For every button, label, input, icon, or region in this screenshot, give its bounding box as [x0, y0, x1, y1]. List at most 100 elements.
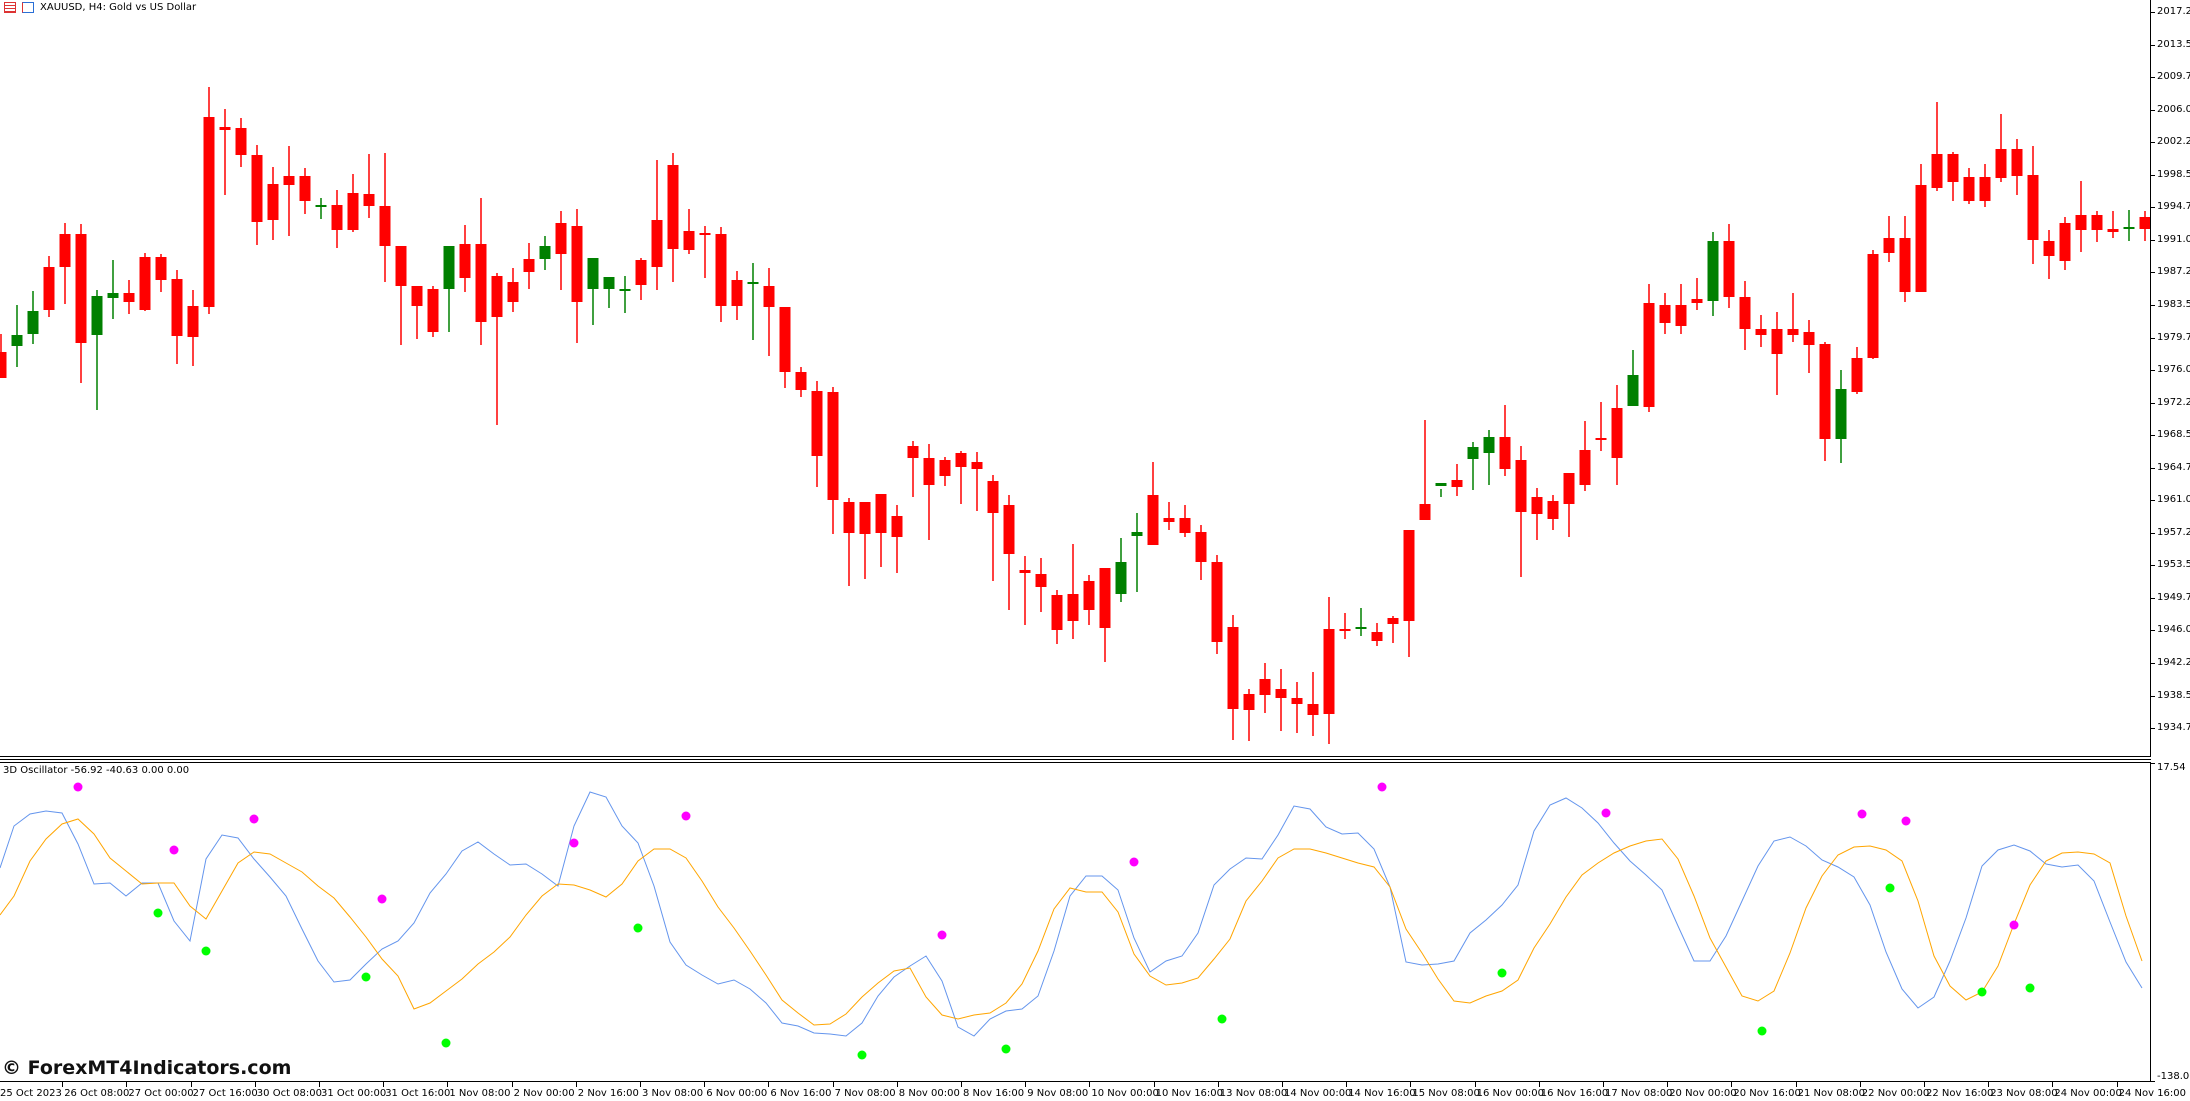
- candle: [1915, 164, 1927, 292]
- time-tick: [1474, 1082, 1476, 1087]
- candle: [603, 277, 615, 308]
- candle: [1755, 315, 1767, 347]
- buy-signal-dot: [1885, 883, 1895, 893]
- price-tick: [2151, 272, 2155, 274]
- time-label: 20 Nov 00:00: [1669, 1088, 1737, 1099]
- time-tick: [640, 1082, 641, 1087]
- price-tick: [2151, 12, 2155, 13]
- price-tick: [2151, 435, 2155, 437]
- price-label: 2017.25: [2157, 6, 2190, 17]
- candle: [299, 168, 311, 214]
- time-label: 31 Oct 00:00: [321, 1088, 387, 1099]
- candle: [283, 146, 295, 236]
- candle: [875, 494, 887, 567]
- list-icon[interactable]: [4, 2, 16, 13]
- time-tick: [1089, 1082, 1091, 1087]
- candle: [1787, 293, 1799, 342]
- time-tick: [126, 1082, 128, 1087]
- oscillator-line: [0, 791, 2143, 1037]
- candle: [1179, 505, 1191, 537]
- candle: [2139, 211, 2150, 241]
- price-tick: [2151, 77, 2155, 79]
- sell-signal-dot: [2009, 920, 2019, 930]
- candle: [1451, 464, 1463, 496]
- time-label: 8 Nov 00:00: [898, 1088, 960, 1099]
- candle: [555, 211, 567, 290]
- candle: [539, 236, 551, 270]
- price-label: 1949.75: [2157, 591, 2190, 603]
- candle: [0, 334, 7, 378]
- oscillator-pane[interactable]: [0, 762, 2151, 1082]
- price-tick: [2151, 370, 2155, 372]
- candle: [1739, 281, 1751, 350]
- candle: [1723, 224, 1735, 308]
- candle: [987, 475, 999, 581]
- sell-signal-dot: [73, 782, 83, 792]
- sell-signal-dot: [1129, 857, 1139, 867]
- time-tick: [254, 1082, 256, 1087]
- candle: [1259, 663, 1271, 713]
- buy-signal-dot: [1217, 1014, 1227, 1024]
- candle: [1307, 672, 1319, 736]
- time-label: 9 Nov 08:00: [1027, 1088, 1089, 1099]
- pane-separator[interactable]: [0, 759, 2151, 762]
- time-tick: [1025, 1082, 1027, 1087]
- candle: [571, 209, 583, 343]
- price-tick: [2151, 728, 2155, 730]
- price-tick: [2151, 500, 2155, 502]
- time-tick: [319, 1082, 320, 1087]
- candle: [43, 256, 55, 317]
- time-label: 21 Nov 08:00: [1797, 1088, 1866, 1099]
- candle: [411, 286, 423, 339]
- time-tick: [2052, 1082, 2054, 1087]
- candle: [667, 153, 679, 282]
- time-tick: [832, 1082, 834, 1087]
- buy-signal-dot: [201, 946, 211, 956]
- buy-signal-dot: [361, 972, 371, 982]
- time-tick: [575, 1082, 577, 1087]
- price-label: 2013.50: [2157, 38, 2190, 50]
- window-icon[interactable]: [22, 2, 34, 13]
- price-tick: [2151, 174, 2155, 176]
- sell-signal-dot: [1601, 808, 1611, 818]
- time-tick: [2116, 1082, 2118, 1087]
- price-label: 1979.75: [2157, 331, 2190, 343]
- candle: [139, 253, 151, 311]
- sell-signal-dot: [1857, 809, 1867, 819]
- time-tick: [62, 1082, 64, 1087]
- candle: [747, 263, 759, 340]
- price-label: 1976.00: [2157, 364, 2190, 376]
- time-tick: [1795, 1082, 1797, 1087]
- time-label: 27 Oct 16:00: [192, 1088, 258, 1099]
- time-label: 30 Oct 08:00: [256, 1088, 322, 1099]
- chart-title-bar: XAUUSD, H4: Gold vs US Dollar: [4, 2, 196, 13]
- candle: [1163, 502, 1175, 530]
- candle: [1387, 616, 1399, 643]
- candle: [1611, 385, 1623, 485]
- candle: [91, 290, 103, 410]
- candle: [1211, 555, 1223, 654]
- candle: [1835, 370, 1847, 463]
- time-tick: [961, 1082, 962, 1087]
- sell-signal-dot: [169, 845, 179, 855]
- candle: [1371, 623, 1383, 646]
- price-chart-pane[interactable]: XAUUSD, H4: Gold vs US Dollar: [0, 0, 2151, 757]
- price-label: 1961.00: [2157, 494, 2190, 506]
- candle: [1963, 168, 1975, 204]
- candle: [2027, 146, 2039, 264]
- price-tick: [2151, 565, 2155, 567]
- price-label: 1998.50: [2157, 168, 2190, 180]
- sell-signal-dot: [1377, 782, 1387, 792]
- candle: [827, 387, 839, 534]
- candle: [1067, 544, 1079, 639]
- sell-signal-dot: [1901, 816, 1911, 826]
- time-label: 22 Nov 00:00: [1861, 1088, 1930, 1099]
- candle: [475, 198, 487, 345]
- candle: [1899, 216, 1911, 302]
- candle: [1691, 278, 1703, 310]
- candle: [267, 167, 279, 240]
- time-tick: [190, 1082, 192, 1087]
- time-label: 31 Oct 16:00: [385, 1088, 451, 1099]
- time-label: 14 Nov 16:00: [1348, 1088, 1416, 1099]
- candlestick-chart: [0, 87, 2150, 744]
